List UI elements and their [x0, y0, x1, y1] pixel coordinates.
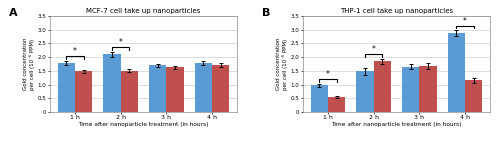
Bar: [419, 66, 436, 112]
Text: *: *: [463, 17, 467, 26]
Bar: [448, 33, 465, 112]
Bar: [149, 65, 166, 112]
Bar: [195, 63, 212, 112]
Text: *: *: [326, 70, 330, 79]
Text: A: A: [9, 8, 18, 18]
Bar: [374, 61, 391, 112]
Bar: [402, 67, 419, 112]
Bar: [465, 80, 482, 112]
Bar: [212, 65, 230, 112]
Bar: [328, 97, 345, 112]
Bar: [166, 67, 184, 112]
Bar: [310, 85, 328, 112]
Bar: [58, 63, 75, 112]
Bar: [104, 54, 121, 112]
Text: *: *: [119, 38, 122, 47]
Y-axis label: Gold concentration
per cell (10⁻⁶ PPM): Gold concentration per cell (10⁻⁶ PPM): [276, 38, 288, 90]
Title: MCF-7 cell take up nanoparticles: MCF-7 cell take up nanoparticles: [86, 8, 201, 14]
Bar: [121, 71, 138, 112]
Title: THP-1 cell take up nanoparticles: THP-1 cell take up nanoparticles: [340, 8, 453, 14]
Text: *: *: [73, 47, 77, 56]
Text: *: *: [372, 45, 376, 54]
X-axis label: Time after nanoparticle treatment (in hours): Time after nanoparticle treatment (in ho…: [331, 122, 462, 127]
Bar: [75, 71, 92, 112]
X-axis label: Time after nanoparticle treatment (in hours): Time after nanoparticle treatment (in ho…: [78, 122, 209, 127]
Y-axis label: Gold concentration
per cell (10⁻⁶ PPM): Gold concentration per cell (10⁻⁶ PPM): [23, 38, 35, 90]
Bar: [356, 71, 374, 112]
Text: B: B: [262, 8, 270, 18]
